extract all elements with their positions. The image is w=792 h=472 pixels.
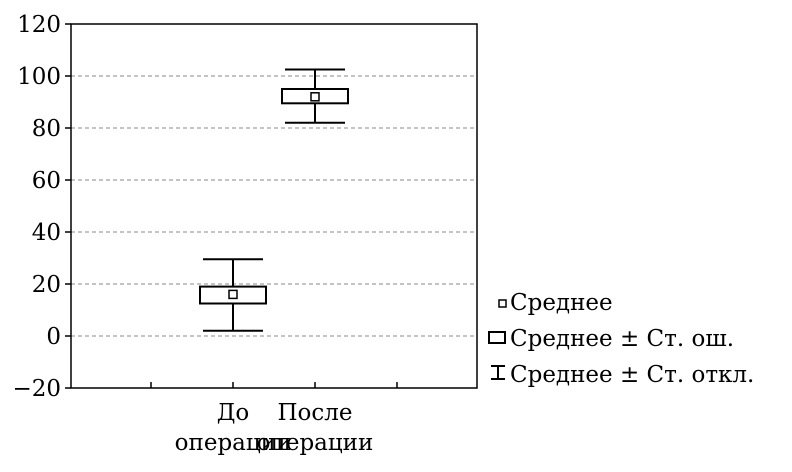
legend-item: Среднее ± Ст. ош. bbox=[488, 326, 734, 352]
x-axis: До операции После операции bbox=[150, 382, 398, 456]
category-label-line1: После bbox=[277, 400, 352, 426]
legend-item: Среднее ± Ст. откл. bbox=[491, 362, 754, 388]
plot-series bbox=[199, 68, 349, 332]
grid-lines bbox=[71, 75, 477, 337]
legend-mean-icon bbox=[498, 299, 507, 308]
category-label-line2: операции bbox=[175, 430, 292, 456]
legend-se-box-icon bbox=[488, 331, 506, 344]
legend-item: Среднее bbox=[498, 290, 613, 316]
y-tick-label: 20 bbox=[32, 272, 61, 298]
y-tick-label: 40 bbox=[32, 220, 61, 246]
y-tick-label: 80 bbox=[32, 116, 61, 142]
category-label-line1: До bbox=[217, 400, 250, 426]
category-label-line2: операции bbox=[257, 430, 374, 456]
y-tick-label: 60 bbox=[32, 168, 61, 194]
legend-label: Среднее bbox=[510, 290, 613, 316]
y-axis: −20 0 20 40 60 80 100 120 bbox=[12, 12, 71, 402]
box-group bbox=[199, 258, 267, 332]
y-tick-label: 100 bbox=[17, 64, 61, 90]
mean-marker bbox=[228, 289, 238, 300]
legend-label: Среднее ± Ст. ош. bbox=[510, 326, 734, 352]
legend-label: Среднее ± Ст. откл. bbox=[510, 362, 754, 388]
box-group bbox=[281, 68, 349, 124]
legend: Среднее Среднее ± Ст. ош. Среднее ± Ст. от… bbox=[488, 290, 754, 388]
y-tick-label: 0 bbox=[46, 324, 61, 350]
mean-marker bbox=[310, 92, 320, 102]
plot-frame bbox=[70, 23, 478, 389]
y-tick-label: 120 bbox=[17, 12, 61, 38]
y-tick-label: −20 bbox=[12, 376, 61, 402]
